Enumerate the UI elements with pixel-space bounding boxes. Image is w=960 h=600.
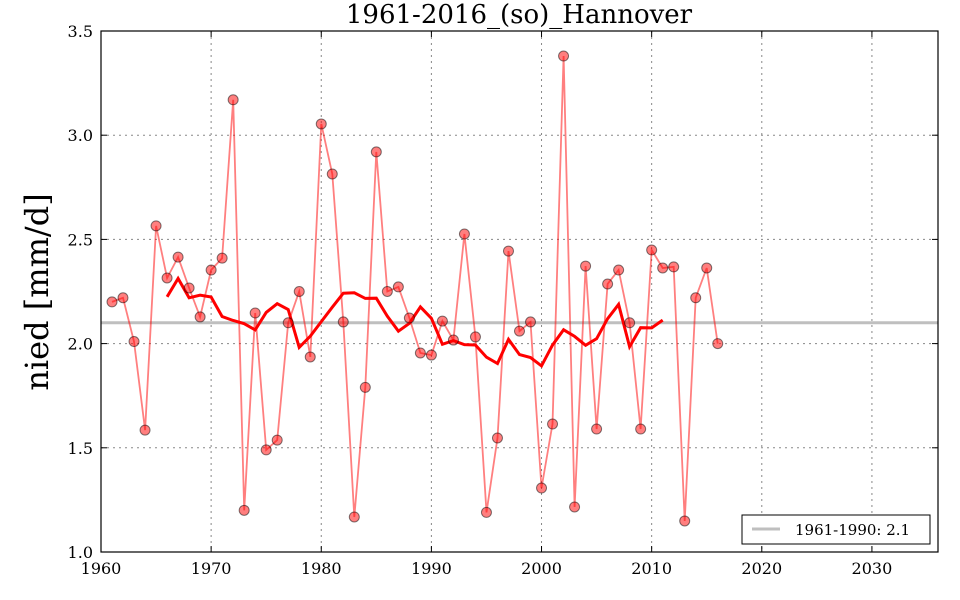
x-tick-label: 2010: [631, 559, 672, 578]
y-tick-label: 3.5: [68, 22, 93, 41]
data-point: [183, 282, 195, 294]
x-tick-label: 1980: [301, 559, 342, 578]
data-point: [458, 228, 470, 240]
data-point: [293, 286, 305, 297]
data-point: [613, 264, 625, 276]
y-tick-label: 1.0: [68, 543, 93, 562]
data-point: [624, 317, 636, 329]
data-point: [425, 349, 437, 361]
annual-series-line: [111, 55, 719, 521]
data-point: [491, 432, 503, 444]
y-tick-label: 2.0: [68, 335, 93, 354]
data-point: [106, 296, 118, 308]
legend-label: 1961-1990: 2.1: [795, 521, 910, 539]
y-axis-label: nied [mm/d]: [18, 193, 56, 390]
data-point: [392, 281, 404, 293]
data-point: [139, 424, 151, 436]
data-point: [260, 444, 272, 456]
data-point: [536, 482, 548, 494]
x-tick-label: 1970: [191, 559, 232, 578]
data-point: [480, 506, 492, 518]
data-point: [436, 315, 448, 327]
data-point: [569, 501, 581, 513]
data-point: [370, 146, 382, 158]
data-point: [414, 347, 426, 359]
data-point: [304, 351, 316, 363]
data-point: [172, 251, 184, 263]
data-marks: [101, 50, 938, 527]
data-point: [712, 338, 724, 350]
data-point: [701, 262, 713, 274]
legend: 1961-1990: 2.1: [741, 514, 931, 545]
data-point: [635, 423, 647, 435]
y-tick-label: 1.5: [68, 439, 93, 458]
y-tick-label: 3.0: [68, 126, 93, 145]
data-point: [161, 272, 173, 284]
data-point: [591, 423, 603, 435]
x-tick-label: 2020: [741, 559, 782, 578]
plot-frame: [100, 30, 939, 553]
data-point: [150, 220, 162, 232]
ticks: 1960 1970 1980 1990 2000 2010 2020 2030 1.0 1.5 2.…: [68, 22, 938, 578]
x-tick-label: 2030: [852, 559, 893, 578]
data-point: [359, 381, 371, 393]
x-tick-label: 1990: [411, 559, 452, 578]
data-point: [315, 118, 327, 130]
data-point: [668, 261, 680, 273]
data-point: [271, 434, 283, 446]
data-point: [216, 252, 228, 264]
grid: [101, 31, 938, 552]
data-point: [348, 511, 360, 523]
data-point: [679, 515, 691, 527]
data-point: [602, 278, 614, 290]
data-point: [249, 307, 261, 319]
data-point: [646, 244, 658, 256]
data-point: [547, 418, 559, 430]
data-point: [580, 260, 592, 272]
data-point: [205, 264, 217, 276]
data-point: [128, 336, 140, 348]
data-point: [117, 292, 129, 304]
data-point: [381, 286, 393, 297]
data-point: [690, 292, 702, 304]
data-point: [657, 262, 669, 274]
x-tick-label: 1960: [81, 559, 122, 578]
data-point: [326, 168, 338, 180]
data-point: [282, 317, 294, 329]
data-point: [525, 316, 537, 328]
data-point: [337, 316, 349, 328]
chart-title: 1961-2016_(so)_Hannover: [346, 0, 693, 30]
data-point: [403, 312, 415, 324]
data-point: [514, 325, 525, 337]
data-point: [238, 504, 250, 516]
data-point: [194, 311, 206, 323]
data-point: [558, 50, 570, 62]
data-point: [447, 334, 459, 346]
data-point: [227, 94, 239, 106]
moving-mean-line: [165, 275, 664, 369]
x-tick-label: 2000: [521, 559, 562, 578]
data-point: [502, 245, 514, 257]
data-point: [469, 331, 481, 343]
y-tick-label: 2.5: [68, 230, 93, 249]
